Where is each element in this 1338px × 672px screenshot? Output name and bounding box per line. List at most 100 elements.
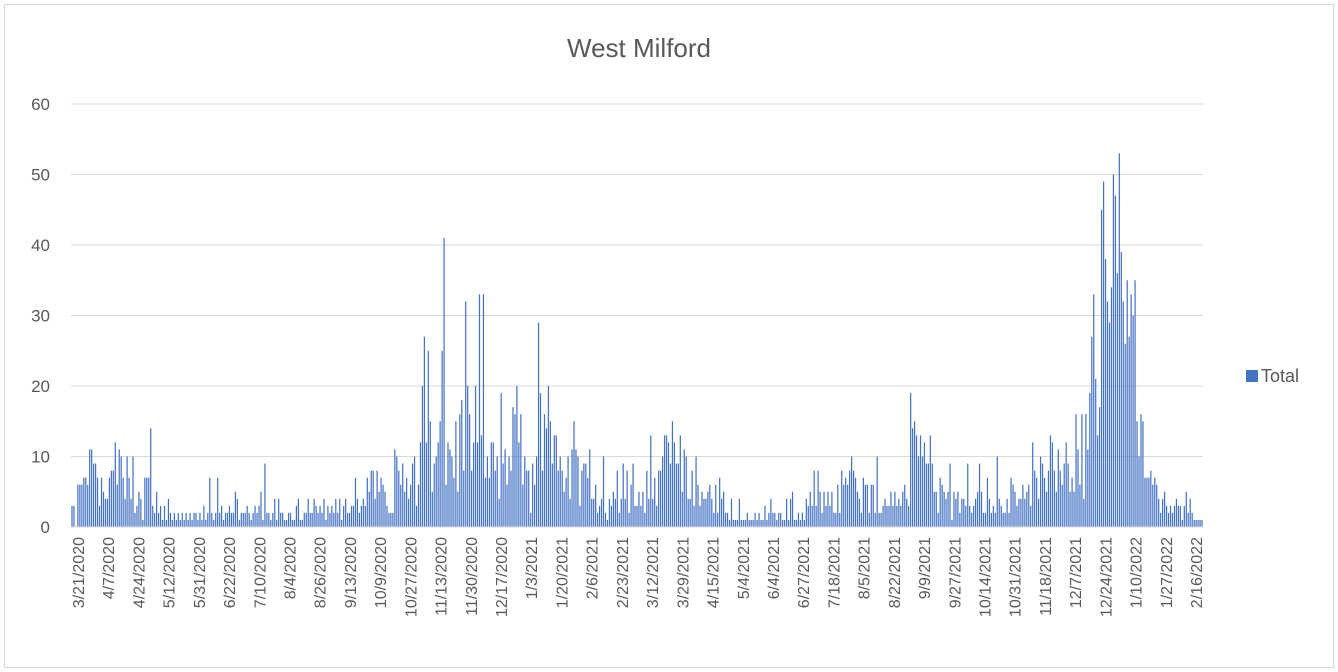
bar (512, 407, 514, 527)
bar (996, 456, 998, 527)
bar (524, 456, 526, 527)
bar (841, 470, 843, 527)
bar (260, 491, 262, 527)
bar (1199, 519, 1201, 527)
bar (1201, 519, 1203, 527)
bar (266, 512, 268, 527)
bar (305, 512, 307, 527)
bar (815, 505, 817, 527)
bar (427, 350, 429, 527)
bar (173, 512, 175, 527)
bar (459, 414, 461, 527)
bar (941, 484, 943, 527)
bar (211, 512, 213, 527)
bar (437, 442, 439, 527)
bar (154, 512, 156, 527)
x-tick-label: 1/20/2021 (554, 537, 571, 608)
bar (1099, 407, 1101, 527)
bar (1167, 512, 1170, 527)
bar (778, 512, 780, 527)
bar (789, 498, 792, 527)
bar (329, 512, 331, 527)
bar (1045, 491, 1048, 527)
bar (1010, 477, 1012, 527)
bar (539, 393, 542, 527)
bar (478, 294, 481, 527)
bar (858, 498, 861, 527)
bar (754, 512, 756, 527)
bar (268, 512, 270, 527)
bar (616, 470, 618, 527)
bar (961, 498, 963, 527)
bar (868, 512, 870, 527)
legend: Total (1246, 366, 1299, 386)
bar (496, 456, 498, 527)
bar (827, 491, 829, 527)
bar (1097, 435, 1099, 527)
bar (817, 470, 819, 527)
bar (1197, 519, 1199, 527)
bar (1022, 484, 1024, 527)
bar (343, 505, 345, 527)
bar (1112, 174, 1115, 527)
bar (1144, 477, 1146, 527)
bar (297, 498, 299, 527)
bar (900, 505, 902, 527)
bar (490, 442, 492, 527)
bar (976, 491, 979, 527)
bar (697, 484, 699, 527)
bar (289, 512, 292, 527)
bar (652, 498, 654, 527)
bar (945, 498, 947, 527)
bar (675, 463, 677, 527)
bar (1000, 505, 1002, 527)
bar (829, 505, 831, 527)
bar (986, 477, 989, 527)
bar (638, 491, 640, 527)
bar (1075, 414, 1077, 527)
bar (567, 456, 569, 527)
bar (876, 456, 878, 527)
bar (191, 519, 193, 527)
bar (1047, 470, 1050, 527)
bar (522, 484, 524, 527)
bar (791, 491, 794, 527)
bar (577, 456, 579, 527)
bar (602, 456, 605, 527)
bar (990, 512, 992, 527)
bar (724, 512, 727, 527)
bar (333, 512, 335, 527)
bar (411, 463, 414, 527)
bar (969, 505, 971, 527)
bar (1189, 498, 1191, 527)
bar (217, 477, 219, 527)
bar (766, 519, 768, 527)
bar (272, 512, 274, 527)
bar (486, 456, 488, 527)
bar (508, 456, 510, 527)
bar (1041, 463, 1044, 527)
bar (803, 519, 805, 527)
legend-label-total: Total (1261, 366, 1299, 386)
bar (823, 491, 825, 527)
bar (608, 498, 611, 527)
y-tick-label: 40 (31, 236, 50, 255)
bar (163, 505, 166, 527)
bar (768, 512, 770, 527)
bar (441, 350, 443, 527)
bar (362, 498, 364, 527)
bar (1140, 414, 1142, 527)
bar (1142, 421, 1144, 527)
bar-series-total (71, 153, 1203, 528)
bar (518, 442, 520, 527)
bar (856, 491, 859, 527)
bar (913, 421, 916, 527)
bar (494, 470, 496, 527)
bar (309, 512, 311, 527)
bar (71, 505, 73, 527)
x-tick-label: 6/4/2021 (766, 537, 783, 599)
x-tick-label: 7/18/2021 (826, 537, 843, 608)
bar (205, 519, 207, 527)
bar (285, 519, 288, 527)
bar (957, 491, 959, 527)
